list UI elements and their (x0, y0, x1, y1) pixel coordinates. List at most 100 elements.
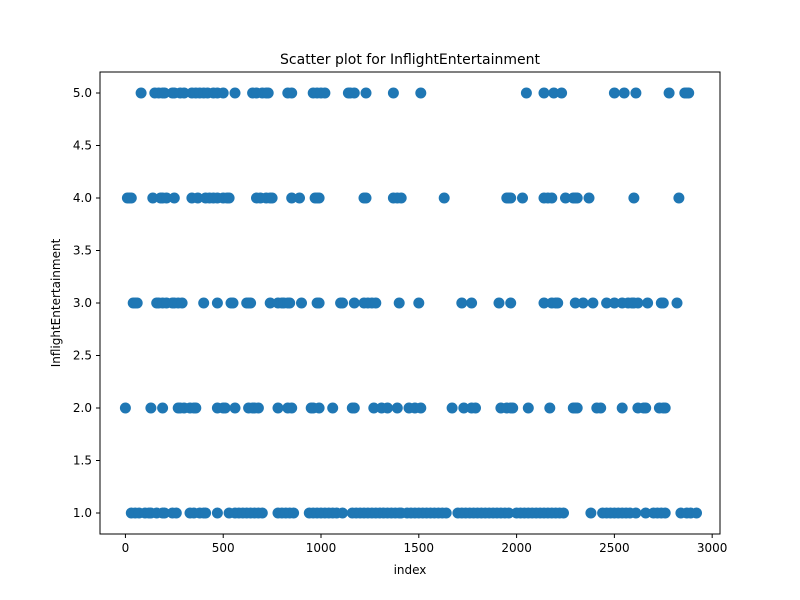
data-point (546, 192, 558, 204)
data-point (157, 402, 169, 414)
data-point (211, 507, 223, 519)
data-point (569, 297, 581, 309)
x-tick-label: 1500 (404, 541, 435, 555)
data-point (288, 507, 300, 519)
data-point (145, 402, 157, 414)
y-tick-label: 4.0 (73, 191, 92, 205)
x-tick-label: 1000 (306, 541, 337, 555)
chart-title: Scatter plot for InflightEntertainment (280, 52, 540, 68)
data-point (256, 507, 268, 519)
data-point (296, 297, 307, 309)
data-point (223, 192, 235, 204)
data-point (415, 87, 427, 99)
data-point (190, 402, 202, 414)
data-point (147, 192, 159, 204)
data-point (229, 402, 241, 414)
x-tick-label: 0 (122, 541, 130, 555)
data-point (168, 192, 180, 204)
data-point (556, 87, 568, 99)
data-point (538, 297, 550, 309)
data-point (135, 87, 147, 99)
data-point (517, 192, 528, 204)
data-point (595, 402, 607, 414)
data-point (577, 297, 589, 309)
data-point (413, 297, 425, 309)
data-point (327, 402, 339, 414)
y-tick-label: 2.0 (73, 401, 92, 415)
data-point (640, 507, 652, 519)
data-point (456, 297, 468, 309)
data-point (286, 402, 298, 414)
data-point (395, 192, 407, 204)
x-tick-label: 3000 (697, 541, 728, 555)
data-point (319, 87, 331, 99)
data-point (200, 507, 212, 519)
data-point (294, 192, 305, 204)
data-point (348, 297, 360, 309)
data-point (272, 402, 284, 414)
data-point (505, 297, 517, 309)
x-tick-label: 2000 (501, 541, 532, 555)
x-tick-label: 2500 (599, 541, 630, 555)
data-point (252, 402, 264, 414)
x-axis-label: index (394, 563, 427, 577)
data-point (630, 87, 642, 99)
data-point (219, 402, 231, 414)
data-point (360, 87, 372, 99)
data-point (119, 402, 131, 414)
data-point (337, 297, 348, 309)
data-point (286, 87, 298, 99)
y-tick-label: 2.5 (73, 349, 92, 363)
data-point (387, 87, 399, 99)
data-point (393, 297, 405, 309)
data-point (245, 297, 257, 309)
data-point (663, 87, 675, 99)
data-point (227, 297, 239, 309)
data-point (170, 507, 182, 519)
data-point (178, 87, 190, 99)
data-point (313, 297, 325, 309)
data-point (211, 297, 223, 309)
data-point (642, 297, 654, 309)
data-point (446, 402, 458, 414)
data-point (507, 402, 519, 414)
data-point (313, 402, 325, 414)
data-point (601, 297, 613, 309)
data-point (284, 297, 296, 309)
data-point (659, 402, 671, 414)
data-point (571, 402, 583, 414)
data-point (520, 87, 532, 99)
data-point (558, 507, 569, 519)
data-point (505, 192, 517, 204)
data-point (608, 87, 620, 99)
data-point (438, 192, 450, 204)
data-point (628, 192, 640, 204)
y-tick-label: 3.0 (73, 296, 92, 310)
data-point (583, 192, 595, 204)
data-point (391, 402, 403, 414)
x-tick-label: 500 (212, 541, 235, 555)
data-point (440, 507, 452, 519)
data-points (119, 87, 702, 519)
data-point (640, 402, 652, 414)
data-point (348, 87, 360, 99)
data-point (632, 297, 644, 309)
data-point (229, 87, 241, 99)
data-point (360, 192, 372, 204)
data-point (125, 192, 137, 204)
data-point (470, 402, 481, 414)
data-point (691, 507, 702, 519)
y-axis-ticks: 1.0 1.5 2.0 2.5 3.0 3.5 4.0 4.5 5.0 (73, 86, 100, 520)
data-point (266, 192, 278, 204)
data-point (368, 402, 380, 414)
data-point (159, 507, 170, 519)
data-point (458, 402, 470, 414)
y-tick-label: 4.5 (73, 139, 92, 153)
data-point (313, 192, 325, 204)
y-axis-label: InflightEntertainment (49, 238, 63, 367)
data-point (548, 87, 560, 99)
data-point (262, 87, 274, 99)
data-point (585, 507, 597, 519)
data-point (466, 297, 478, 309)
